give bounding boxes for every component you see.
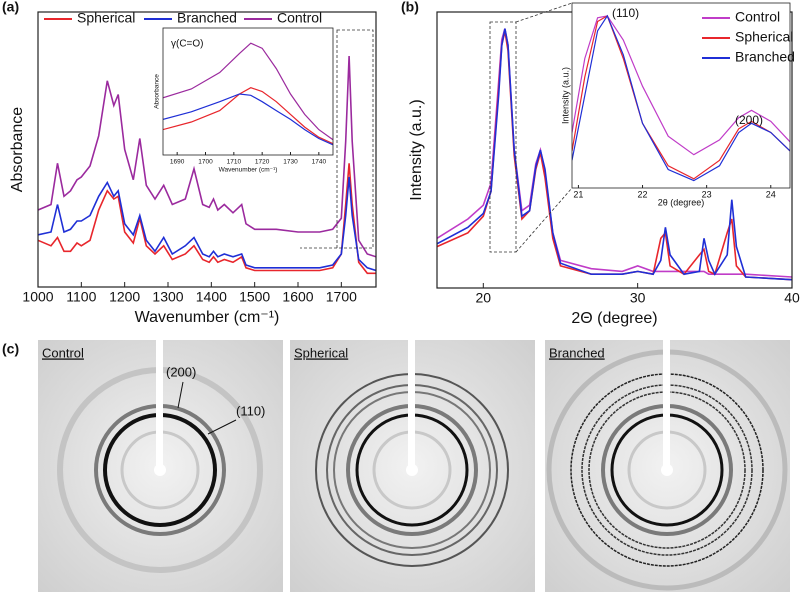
ring bbox=[581, 384, 753, 556]
series-line bbox=[38, 163, 376, 275]
panel-label: (b) bbox=[401, 0, 419, 15]
diffraction-image: Control (200) (110) bbox=[38, 340, 283, 592]
legend: Spherical Branched Control bbox=[44, 10, 322, 26]
chart: 21 22 23 24 2θ (degree) Intensity (a.u.) (110)… bbox=[560, 2, 791, 207]
x-axis-label: 2θ (degree) bbox=[658, 197, 705, 207]
annotation: (110) bbox=[612, 6, 639, 20]
legend-label: Branched bbox=[177, 10, 237, 26]
x-tick-label: 23 bbox=[702, 189, 712, 199]
beam-center bbox=[661, 464, 673, 476]
x-tick-label: 1740 bbox=[312, 159, 327, 166]
series-line bbox=[163, 42, 333, 141]
legend: Control Spherical Branched bbox=[702, 9, 795, 65]
x-tick-label: 1700 bbox=[198, 159, 213, 166]
arrow bbox=[177, 381, 184, 409]
plot-area bbox=[163, 28, 333, 155]
x-tick-label: 20 bbox=[476, 290, 492, 306]
image-panel: (c) Control (200) (110) Spherical bbox=[2, 340, 790, 592]
plot-frame bbox=[37, 11, 377, 288]
y-axis-label: Absorbance bbox=[154, 74, 161, 109]
x-tick-label: 1000 bbox=[22, 289, 53, 305]
x-tick-label: 1710 bbox=[227, 159, 242, 166]
x-tick-label: 30 bbox=[630, 290, 646, 306]
series-group bbox=[437, 28, 792, 281]
x-axis-label: Wavenumber (cm⁻¹) bbox=[135, 309, 280, 326]
beam-stop bbox=[408, 340, 415, 470]
annotation: (200) bbox=[735, 113, 763, 127]
series-line bbox=[163, 87, 333, 145]
zoom-guides bbox=[300, 2, 573, 253]
y-axis-label: Intensity (a.u.) bbox=[408, 99, 425, 200]
series-line bbox=[572, 15, 790, 180]
charts: 1000 1100 1200 1300 1400 1500 1600 1700 Wavenumb… bbox=[2, 0, 800, 327]
beam-stop bbox=[663, 340, 670, 470]
series-group bbox=[572, 14, 790, 182]
image-label: Branched bbox=[549, 345, 605, 360]
x-tick-label: 1500 bbox=[239, 289, 270, 305]
legend-label: Control bbox=[277, 10, 322, 26]
x-tick-label: 21 bbox=[573, 189, 583, 199]
x-tick-label: 40 bbox=[784, 290, 800, 306]
x-tick-label: 1400 bbox=[196, 289, 227, 305]
y-axis-label: Absorbance bbox=[9, 107, 26, 192]
y-axis-label: Intensity (a.u.) bbox=[560, 67, 570, 124]
zoom-box bbox=[336, 29, 374, 249]
diffraction-image: Branched bbox=[545, 340, 790, 592]
series-line bbox=[572, 15, 790, 156]
image-label: Control bbox=[42, 345, 84, 360]
series-line bbox=[38, 176, 376, 272]
x-tick-label: 1100 bbox=[66, 289, 96, 305]
series-line bbox=[437, 28, 792, 281]
x-tick-label: 22 bbox=[638, 189, 648, 199]
annotation: (110) bbox=[236, 403, 265, 418]
ring bbox=[570, 373, 764, 567]
series-line bbox=[38, 55, 376, 258]
x-tick-label: 1720 bbox=[255, 159, 270, 166]
x-tick-label: 1600 bbox=[282, 289, 313, 305]
zoom-box bbox=[489, 21, 517, 253]
legend-label: Branched bbox=[735, 49, 795, 65]
image-label: Spherical bbox=[294, 345, 348, 360]
chart: 1690 1700 1710 1720 1730 1740 Wavenumber (cm⁻¹… bbox=[154, 27, 334, 174]
plot-area bbox=[572, 3, 790, 188]
legend-label: Spherical bbox=[735, 29, 793, 45]
series-line bbox=[572, 14, 790, 182]
zoom-line bbox=[515, 187, 573, 253]
annotation: (200) bbox=[166, 364, 196, 379]
x-tick-label: 24 bbox=[766, 189, 776, 199]
beam-center bbox=[406, 464, 418, 476]
legend-label: Control bbox=[735, 9, 780, 25]
panel-label: (c) bbox=[2, 341, 19, 357]
arrow bbox=[207, 419, 237, 435]
x-tick-label: 1730 bbox=[283, 159, 298, 166]
x-tick-label: 1690 bbox=[170, 159, 185, 166]
series-group bbox=[163, 42, 333, 146]
x-tick-label: 1700 bbox=[326, 289, 357, 305]
panel-label: (a) bbox=[2, 0, 19, 15]
inset-title: γ(C=O) bbox=[171, 39, 204, 50]
series-group bbox=[38, 55, 376, 275]
diffraction-image: Spherical bbox=[290, 340, 535, 592]
beam-stop bbox=[156, 340, 163, 470]
x-axis-label: 2Θ (degree) bbox=[571, 310, 657, 327]
plot-frame bbox=[571, 2, 791, 189]
x-tick-label: 1300 bbox=[152, 289, 183, 305]
x-axis-label: Wavenumber (cm⁻¹) bbox=[219, 167, 278, 174]
x-tick-label: 1200 bbox=[109, 289, 140, 305]
series-line bbox=[163, 93, 333, 146]
plot-frame bbox=[162, 27, 334, 156]
beam-center bbox=[154, 464, 166, 476]
legend-label: Spherical bbox=[77, 10, 135, 26]
